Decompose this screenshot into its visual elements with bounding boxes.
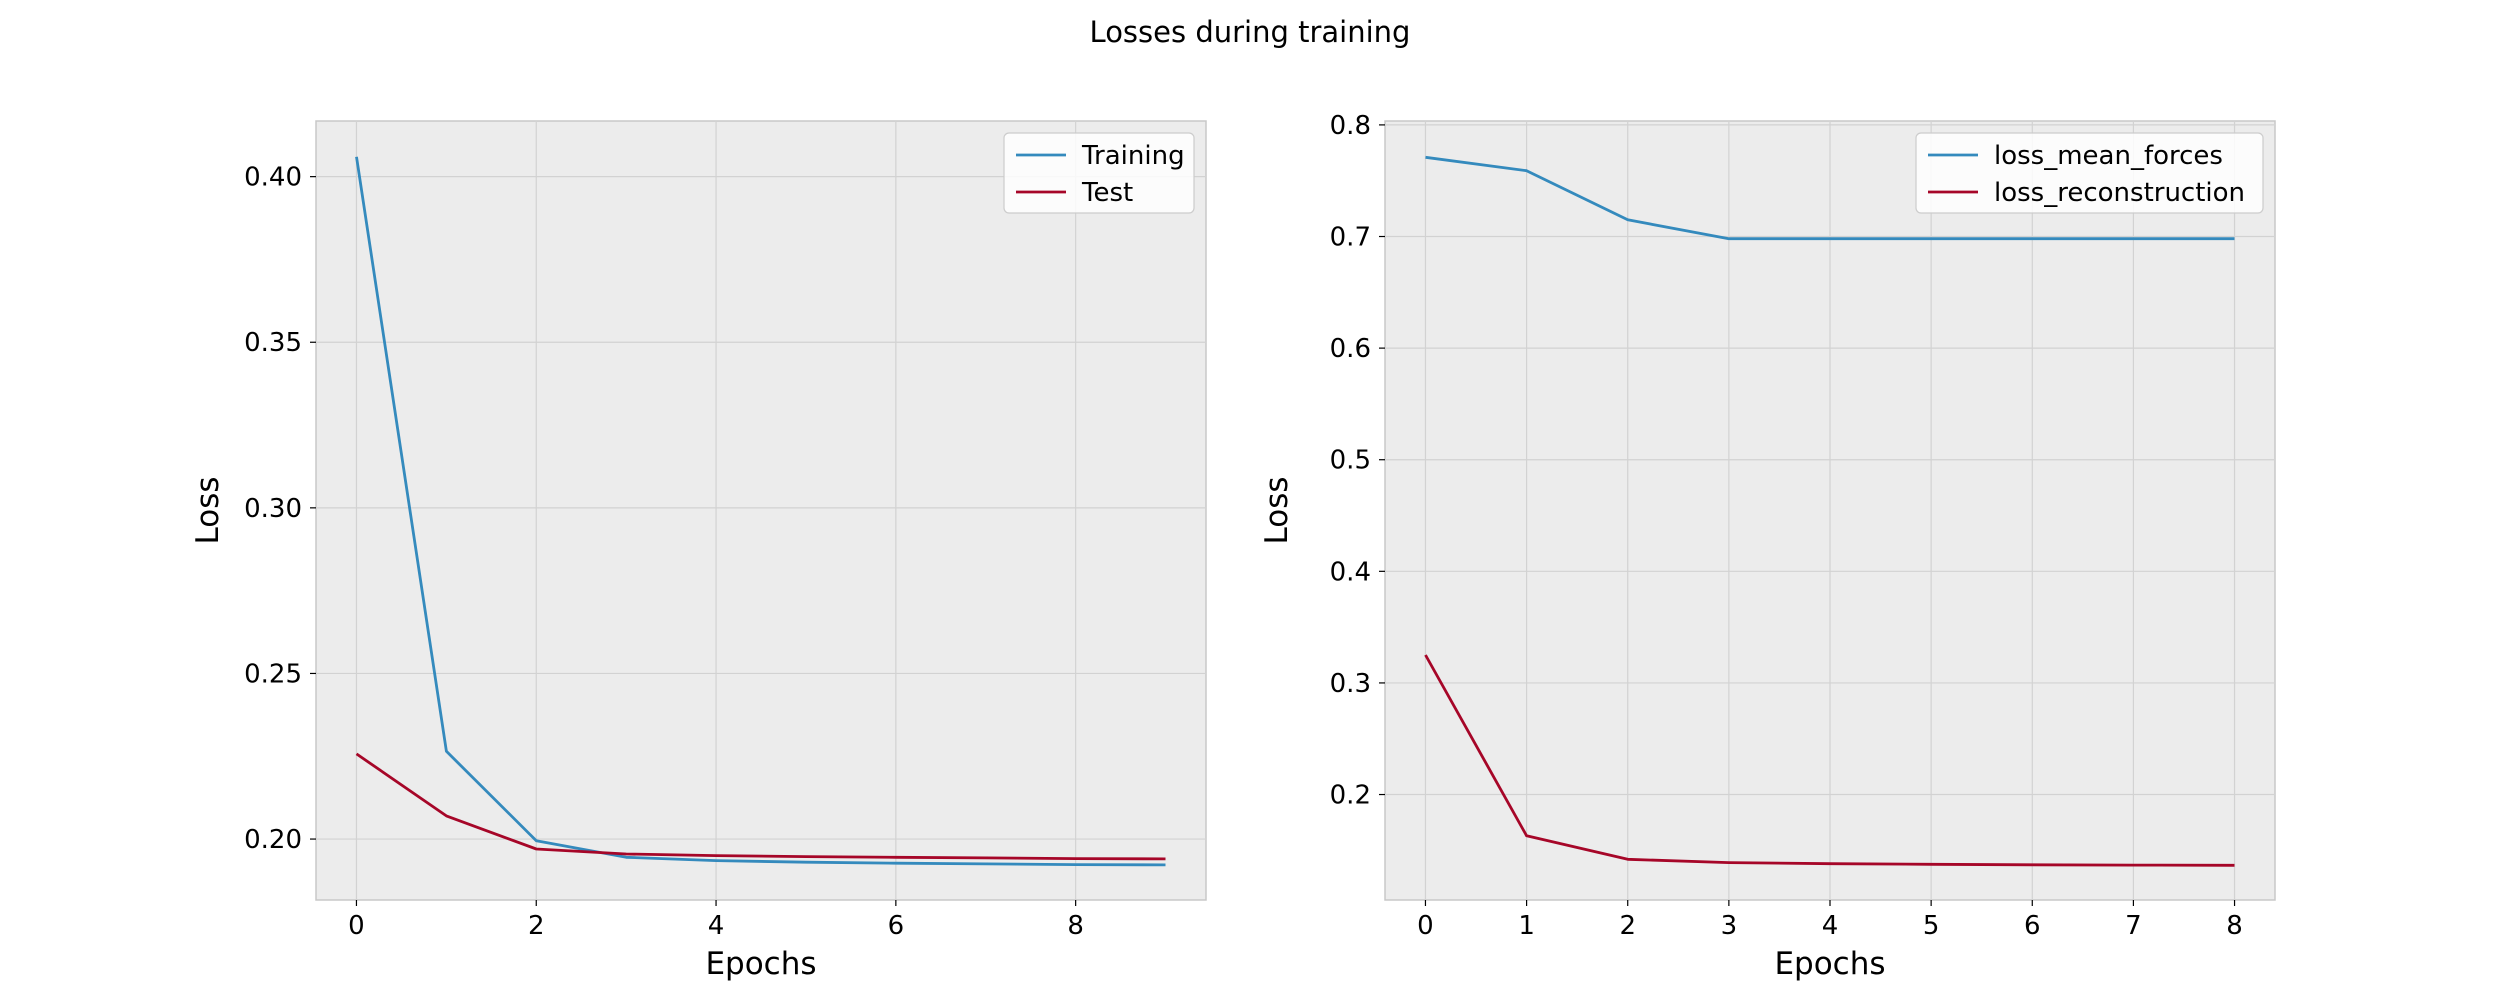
legend-label-loss-mean-forces: loss_mean_forces (1994, 141, 2223, 171)
legend-label-loss-reconstruction: loss_reconstruction (1994, 178, 2245, 208)
x-tick-label: 0 (348, 911, 365, 941)
y-tick-label: 0.25 (244, 659, 302, 689)
y-axis-label: Loss (1259, 477, 1295, 545)
series-line-training (355, 156, 1166, 867)
x-tick-label: 6 (888, 911, 905, 941)
legend: Training Test (1003, 132, 1195, 214)
y-tick-label: 0.4 (1330, 557, 1371, 587)
y-tick-label: 0.30 (244, 494, 302, 524)
plot-area (315, 120, 1207, 901)
training-test-loss-chart: 0 2 4 6 8 0.20 0.25 0.30 0.35 0.40 Epochs Loss Train… (190, 120, 1207, 982)
figure-title: Losses during training (1090, 15, 1411, 49)
legend-box (1915, 132, 2264, 214)
y-tick-label: 0.8 (1330, 111, 1371, 141)
x-tick-label: 4 (1822, 911, 1839, 941)
x-tick-label: 8 (1067, 911, 1084, 941)
x-axis-label: Epochs (705, 946, 816, 982)
x-tick-label: 2 (1619, 911, 1636, 941)
x-tick-label: 2 (528, 911, 545, 941)
series-line-test (355, 752, 1166, 861)
y-tick-label: 0.5 (1330, 446, 1371, 476)
y-tick-label: 0.6 (1330, 334, 1371, 364)
legend-label-test: Test (1081, 178, 1133, 208)
x-tick-label: 1 (1518, 911, 1535, 941)
series-line-loss-reconstruction (1424, 654, 2235, 867)
y-tick-label: 0.7 (1330, 223, 1371, 253)
series-line-loss-mean-forces (1425, 155, 2235, 241)
y-tick-label: 0.35 (244, 328, 302, 358)
x-tick-label: 3 (1721, 911, 1738, 941)
y-tick-label: 0.40 (244, 163, 302, 193)
x-tick-label: 4 (708, 911, 725, 941)
x-axis-label: Epochs (1774, 946, 1885, 982)
x-tick-label: 5 (1923, 911, 1940, 941)
y-tick-label: 0.3 (1330, 669, 1371, 699)
y-tick-label: 0.2 (1330, 781, 1371, 811)
x-tick-label: 7 (2125, 911, 2142, 941)
x-tick-label: 6 (2024, 911, 2041, 941)
y-tick-label: 0.20 (244, 825, 302, 855)
y-axis-label: Loss (190, 477, 226, 545)
x-tick-label: 8 (2226, 911, 2243, 941)
legend: loss_mean_forces loss_reconstruction (1915, 132, 2264, 214)
component-loss-chart: 0 1 2 3 4 5 6 7 8 0.2 0.3 0.4 0.5 0.6 0.7 0.8 Epochs Loss… (1259, 111, 2276, 982)
legend-label-training: Training (1081, 141, 1185, 171)
x-tick-label: 0 (1417, 911, 1434, 941)
